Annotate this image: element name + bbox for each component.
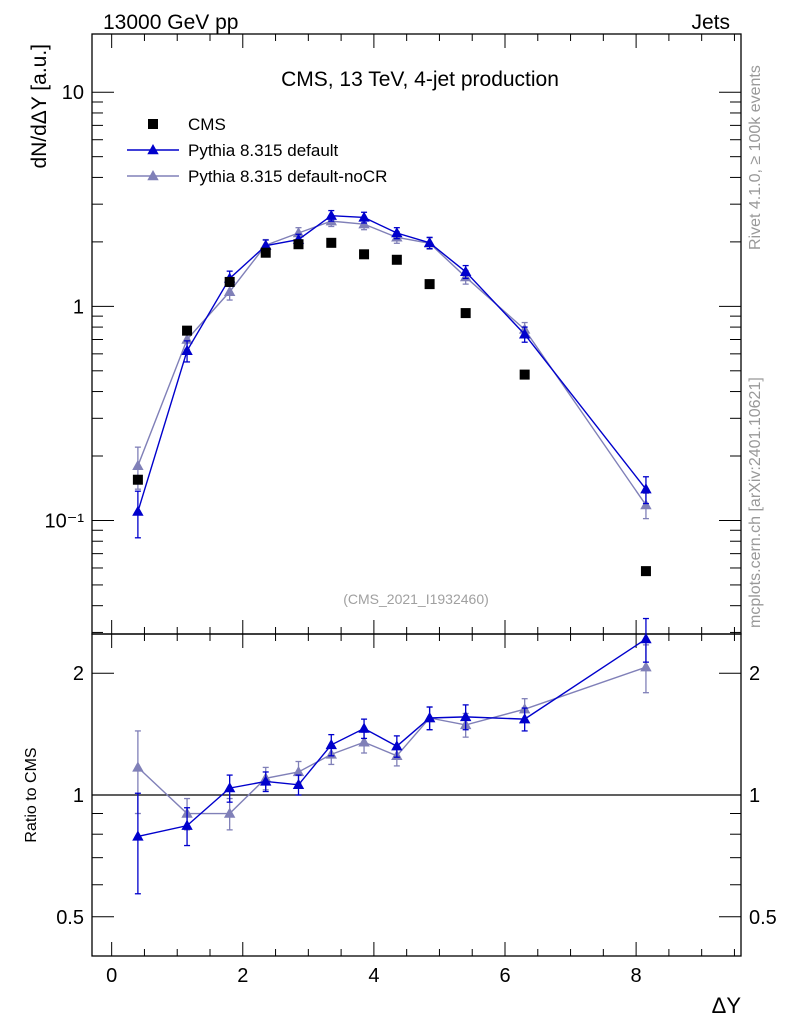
- main-cms-point: [260, 247, 271, 258]
- legend-pythia-nocr-label: Pythia 8.315 default-noCR: [188, 167, 387, 186]
- x-tick-label: 6: [499, 965, 510, 987]
- x-axis-label: ΔY: [712, 993, 742, 1018]
- ratio-pythia-nocr-point: [640, 661, 652, 672]
- x-tick-label: 8: [631, 965, 642, 987]
- ratio-pythia-default-point: [518, 713, 531, 724]
- main-pythia-default-point: [459, 265, 472, 276]
- ratio-pythia-default-point: [459, 710, 472, 722]
- ratio-pythia-default-point: [223, 782, 236, 793]
- main-pythia-default-point: [260, 239, 272, 250]
- x-tick-label: 4: [368, 965, 379, 987]
- main-pythia-default-point: [325, 209, 337, 220]
- ratio-y-axis-label: Ratio to CMS: [23, 747, 40, 842]
- ratio-pythia-default-point: [640, 632, 652, 644]
- main-pythia-default-point: [132, 505, 144, 516]
- ratio-pythia-default-point: [423, 711, 436, 723]
- ratio-pythia-default-point: [391, 740, 403, 751]
- legend-pythia-nocr-marker: [147, 170, 159, 181]
- main-pythia-nocr-point: [640, 499, 652, 510]
- ratio-pythia-nocr-point: [132, 761, 144, 772]
- header-right-label: Jets: [691, 11, 730, 34]
- x-tick-label: 0: [106, 965, 117, 987]
- main-cms-point: [359, 249, 370, 260]
- main-cms-point: [132, 474, 143, 485]
- main-cms-point: [640, 566, 651, 577]
- legend: CMS Pythia 8.315 default Pythia 8.315 defa…: [127, 115, 387, 186]
- ratio-pythia-default-line: [137, 638, 647, 838]
- plot-title: CMS, 13 TeV, 4-jet production: [281, 68, 559, 91]
- main-plot-panel: 10 1 10⁻¹ dN/dΔY [a.u.] CMS, 13 TeV, 4-jet p…: [28, 33, 742, 635]
- main-pythia-default-point: [423, 236, 436, 248]
- main-pythia-nocr-point: [132, 459, 144, 471]
- main-cms-point: [326, 237, 337, 248]
- main-cms-point: [424, 279, 435, 290]
- ratio-pythia-nocr-line: [137, 666, 647, 815]
- legend-cms-marker: [148, 119, 158, 129]
- ratio-pythia-nocr-point: [358, 736, 370, 747]
- main-pythia-default-point: [518, 328, 531, 339]
- ratio-y-tick-label-left: 0.5: [56, 907, 84, 929]
- ratio-y-tick-label-left: 1: [73, 785, 84, 807]
- main-cms-point: [182, 325, 193, 336]
- analysis-id-label: (CMS_2021_I1932460): [343, 591, 489, 607]
- main-pythia-default-point: [358, 211, 370, 222]
- main-pythia-default-line: [137, 214, 647, 512]
- main-y-tick-label: 1: [73, 296, 84, 318]
- main-pythia-default-point: [181, 344, 193, 355]
- ratio-pythia-default-point: [292, 778, 305, 789]
- main-pythia-default-point: [640, 483, 652, 494]
- ratio-y-tick-label-right: 0.5: [749, 907, 777, 929]
- main-y-axis-label: dN/dΔY [a.u.]: [28, 44, 51, 169]
- ratio-pythia-default-point: [181, 819, 193, 830]
- ratio-pythia-default-point: [260, 775, 272, 786]
- main-cms-point: [224, 276, 235, 287]
- ratio-y-tick-label-right: 1: [749, 785, 760, 807]
- header-left-label: 13000 GeV pp: [103, 11, 238, 34]
- main-cms-point: [519, 369, 530, 380]
- legend-cms-label: CMS: [188, 115, 226, 134]
- ratio-y-tick-label-left: 2: [73, 663, 84, 685]
- ratio-plot-panel: 0 2 4 6 8 ΔY 2 2 1 1 0.5 0.5 Ratio to CMS: [23, 617, 777, 1018]
- ratio-pythia-default-point: [325, 738, 337, 750]
- main-cms-point: [391, 254, 402, 265]
- ratio-pythia-nocr-point: [292, 765, 305, 777]
- main-y-tick-label: 10⁻¹: [45, 510, 85, 532]
- mcplots-source-label: mcplots.cern.ch [arXiv:2401.10621]: [747, 377, 764, 628]
- main-pythia-nocr-point: [223, 285, 236, 296]
- ratio-pythia-default-point: [358, 722, 370, 733]
- main-pythia-default-point: [391, 227, 403, 238]
- legend-pythia-default-label: Pythia 8.315 default: [188, 141, 339, 160]
- main-y-tick-label: 10: [62, 82, 84, 104]
- legend-pythia-default-marker: [147, 144, 159, 155]
- ratio-pythia-default-point: [132, 830, 144, 841]
- main-pythia-nocr-line: [137, 220, 647, 506]
- rivet-version-label: Rivet 4.1.0, ≥ 100k events: [747, 65, 764, 250]
- ratio-pythia-nocr-point: [223, 807, 236, 818]
- main-cms-point: [460, 308, 471, 319]
- x-tick-label: 2: [237, 965, 248, 987]
- main-cms-point: [293, 239, 304, 250]
- ratio-y-tick-label-right: 2: [749, 663, 760, 685]
